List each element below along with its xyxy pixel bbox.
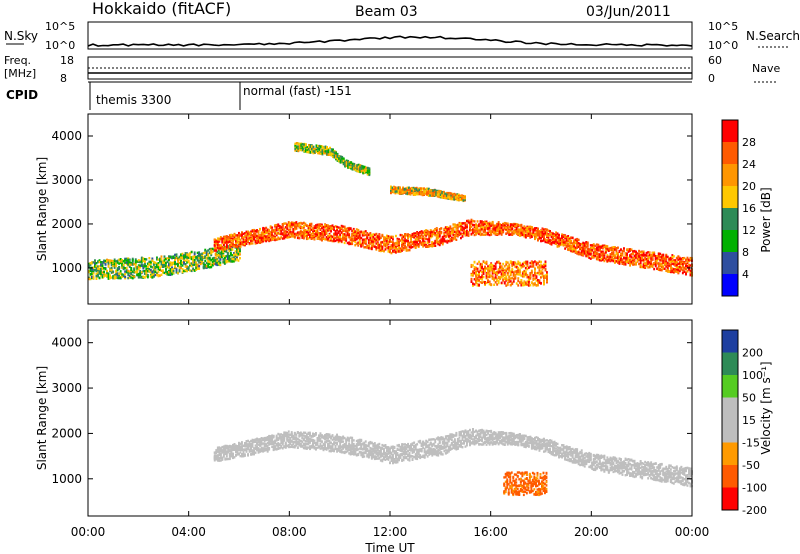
x-axis-label: Time UT	[364, 541, 415, 554]
power-colorbar-swatch-0	[722, 120, 738, 142]
velocity-colorbar-swatch-0	[722, 330, 738, 353]
noise-panel: N.Sky 10^5 10^0 10^5 10^0 N.Search	[4, 20, 800, 52]
date-title: 03/Jun/2011	[586, 4, 671, 20]
band-0	[88, 243, 241, 281]
power-ylabel: Slant Range [km]	[35, 157, 49, 261]
power-colorbar-swatch-6	[722, 252, 738, 274]
velocity-colorbar-swatch-1	[722, 352, 738, 375]
x-tick-3: 12:00	[373, 525, 408, 539]
band-4	[470, 260, 548, 287]
band-2	[294, 142, 371, 177]
power-colorbar-tick-5: 8	[742, 246, 749, 259]
band-1	[213, 218, 693, 277]
power-ytick-2: 3000	[51, 173, 82, 187]
x-tick-6: 00:00	[675, 525, 710, 539]
power-colorbar-swatch-5	[722, 230, 738, 252]
velocity-colorbar-tick-3: 15	[742, 414, 756, 427]
power-colorbar-tick-2: 20	[742, 180, 756, 193]
power-colorbar-swatch-1	[722, 142, 738, 164]
noise-left-tick-top: 10^5	[45, 20, 75, 33]
x-tick-4: 16:00	[473, 525, 508, 539]
beam-title: Beam 03	[355, 4, 418, 20]
power-colorbar-swatch-3	[722, 186, 738, 208]
power-ytick-0: 1000	[51, 261, 82, 275]
station-title: Hokkaido (fitACF)	[92, 0, 231, 18]
noise-trace	[87, 35, 693, 47]
power-ytick-1: 2000	[51, 217, 82, 231]
freq-label: Freq.	[4, 54, 31, 67]
x-tick-5: 20:00	[574, 525, 609, 539]
freq-unit-label: [MHz]	[4, 67, 36, 80]
power-colorbar-tick-0: 28	[742, 136, 756, 149]
velocity-colorbar-tick-7: -200	[742, 504, 767, 517]
noise-right-tick-top: 10^5	[708, 20, 738, 33]
freq-right-tick-bottom: 0	[708, 72, 715, 85]
band-0	[213, 428, 693, 488]
freq-left-tick-bottom: 8	[60, 72, 67, 85]
velocity-colorbar: 200 100 50 15 -15 -50 -100 -200	[721, 329, 767, 517]
power-colorbar-tick-6: 4	[742, 268, 749, 281]
velocity-ytick-3: 4000	[51, 336, 82, 350]
power-colorbar-tick-1: 24	[742, 158, 756, 171]
velocity-colorbar-label: Velocity [m s⁻¹]	[759, 361, 773, 454]
velocity-colorbar-tick-1: 100	[742, 369, 763, 382]
cpid-label: CPID	[6, 88, 38, 102]
power-colorbar-tick-3: 16	[742, 202, 756, 215]
x-tick-2: 08:00	[272, 525, 307, 539]
velocity-colorbar-swatch-4	[722, 420, 738, 443]
nsky-label: N.Sky	[4, 29, 38, 43]
nsearch-label: N.Search	[746, 29, 800, 43]
power-colorbar: 28 24 20 16 12 8 4	[721, 119, 756, 297]
x-tick-1: 04:00	[171, 525, 206, 539]
cpid-mode-2: normal (fast) -151	[243, 84, 352, 98]
velocity-ytick-0: 1000	[51, 472, 82, 486]
velocity-colorbar-tick-6: -100	[742, 482, 767, 495]
power-colorbar-label: Power [dB]	[759, 187, 773, 252]
velocity-colorbar-swatch-7	[722, 487, 738, 510]
velocity-colorbar-swatch-5	[722, 442, 738, 465]
band-1	[503, 471, 548, 497]
freq-panel: Freq. [MHz] 18 8 60 0 Nave	[4, 54, 780, 85]
power-colorbar-swatch-7	[722, 274, 738, 296]
velocity-ytick-2: 3000	[51, 381, 82, 395]
velocity-colorbar-tick-4: -15	[742, 437, 760, 450]
cpid-mode-1: themis 3300	[96, 93, 171, 107]
velocity-colorbar-swatch-3	[722, 397, 738, 420]
freq-right-tick-top: 60	[708, 54, 722, 67]
velocity-colorbar-swatch-2	[722, 375, 738, 398]
power-data	[88, 142, 693, 287]
freq-left-tick-top: 18	[60, 54, 74, 67]
velocity-colorbar-tick-5: -50	[742, 459, 760, 472]
x-tick-0: 00:00	[71, 525, 106, 539]
velocity-colorbar-swatch-6	[722, 465, 738, 488]
power-colorbar-swatch-2	[722, 164, 738, 186]
nave-label: Nave	[752, 62, 780, 75]
noise-right-tick-bottom: 10^0	[708, 39, 738, 52]
noise-left-tick-bottom: 10^0	[45, 39, 75, 52]
power-panel: 1000 2000 3000 4000 Slant Range [km]	[35, 113, 693, 305]
power-ytick-3: 4000	[51, 129, 82, 143]
power-colorbar-swatch-4	[722, 208, 738, 230]
cpid-panel: CPID themis 3300 normal (fast) -151	[6, 81, 692, 110]
velocity-colorbar-tick-2: 50	[742, 392, 756, 405]
velocity-colorbar-tick-0: 200	[742, 347, 763, 360]
velocity-ylabel: Slant Range [km]	[35, 366, 49, 470]
velocity-panel: 1000 2000 3000 4000 Slant Range [km]	[35, 319, 693, 517]
band-3	[390, 185, 466, 203]
velocity-ytick-1: 2000	[51, 426, 82, 440]
velocity-data	[213, 428, 693, 497]
power-colorbar-tick-4: 12	[742, 224, 756, 237]
